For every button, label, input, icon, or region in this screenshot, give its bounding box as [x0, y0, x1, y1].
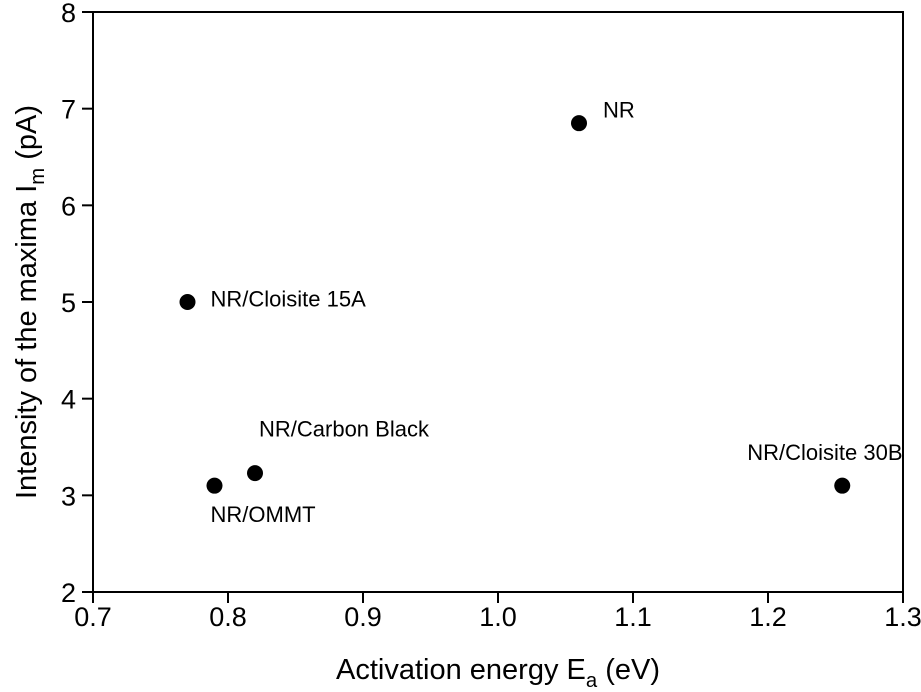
data-point-label: NR — [603, 98, 635, 123]
x-tick-label: 1.0 — [479, 602, 517, 632]
y-tick-label: 5 — [61, 288, 76, 318]
y-axis-title: Intensity of the maxima Im (pA) — [11, 105, 49, 499]
x-axis-title: Activation energy Ea (eV) — [336, 654, 660, 692]
y-axis-title-text: Intensity of the maxima I — [11, 185, 43, 499]
x-axis-title-subscript: a — [586, 670, 598, 692]
y-tick-label: 7 — [61, 95, 76, 125]
x-tick-label: 0.7 — [74, 602, 112, 632]
y-tick-label: 8 — [61, 0, 76, 28]
y-tick-label: 4 — [61, 385, 76, 415]
x-tick-label: 0.8 — [209, 602, 247, 632]
data-point — [834, 477, 851, 494]
y-axis-title-subscript: m — [27, 168, 49, 185]
data-point-label: NR/Cloisite 15A — [211, 287, 367, 312]
y-axis-ticks: 2 3 4 5 6 7 8 — [61, 0, 92, 608]
data-point-label: NR/Carbon Black — [259, 417, 430, 442]
x-axis-title-text: Activation energy E — [336, 654, 586, 686]
x-tick-label: 0.9 — [344, 602, 382, 632]
data-points — [179, 115, 851, 494]
plot-border — [92, 11, 904, 593]
data-point — [206, 477, 223, 494]
y-tick-label: 3 — [61, 481, 76, 511]
x-axis-title-suffix: (eV) — [597, 654, 660, 686]
x-axis-ticks: 0.7 0.8 0.9 1.0 1.1 1.2 1.3 — [74, 593, 921, 632]
y-axis-title-suffix: (pA) — [11, 105, 43, 168]
data-point — [571, 115, 587, 132]
x-tick-label: 1.2 — [749, 602, 787, 632]
data-point-labels: NR NR/Cloisite 15A NR/Carbon Black NR/OMMT N… — [211, 98, 903, 528]
x-tick-label: 1.1 — [614, 602, 652, 632]
y-tick-label: 6 — [61, 191, 76, 221]
data-point — [247, 465, 263, 482]
y-tick-label: 2 — [61, 578, 76, 608]
data-point — [179, 294, 196, 310]
data-point-label: NR/OMMT — [211, 502, 316, 527]
data-point-label: NR/Cloisite 30B — [747, 440, 902, 465]
x-tick-label: 1.3 — [884, 602, 921, 632]
